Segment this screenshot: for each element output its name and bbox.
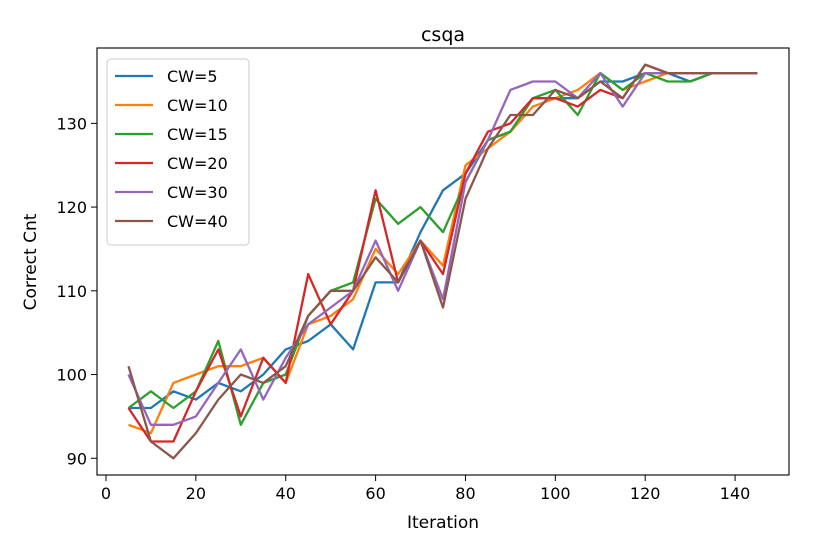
x-tick-label: 60	[365, 484, 385, 503]
y-tick-label: 90	[67, 449, 87, 468]
series-line-cw-10	[128, 71, 758, 435]
legend-label: CW=5	[167, 67, 218, 86]
x-axis: 0 20 40 60 80 100 120 140	[101, 475, 750, 503]
y-tick-label: 130	[56, 114, 87, 133]
legend-label: CW=30	[167, 183, 228, 202]
y-axis-label: Correct Cnt	[21, 213, 41, 310]
y-tick-label: 120	[56, 198, 87, 217]
y-tick-label: 110	[56, 282, 87, 301]
x-tick-label: 40	[276, 484, 296, 503]
y-axis: 90 100 110 120 130	[56, 114, 97, 468]
x-tick-label: 100	[540, 484, 571, 503]
series-lines	[127, 63, 758, 460]
legend-label: CW=10	[167, 96, 228, 115]
legend-label: CW=20	[167, 154, 228, 173]
x-tick-label: 20	[186, 484, 206, 503]
series-line-cw-30	[127, 71, 758, 426]
x-axis-label: Iteration	[407, 513, 479, 533]
legend: CW=5 CW=10 CW=15 CW=20 CW=30 CW=40	[106, 58, 250, 246]
y-tick-label: 100	[56, 366, 87, 385]
x-tick-label: 80	[455, 484, 475, 503]
x-tick-label: 120	[630, 484, 661, 503]
x-tick-label: 140	[720, 484, 751, 503]
legend-label: CW=15	[167, 125, 228, 144]
series-line-cw-40	[127, 63, 758, 460]
x-tick-label: 0	[101, 484, 111, 503]
chart-title: csqa	[421, 24, 465, 46]
plot-frame	[96, 47, 790, 476]
legend-label: CW=40	[167, 212, 228, 231]
